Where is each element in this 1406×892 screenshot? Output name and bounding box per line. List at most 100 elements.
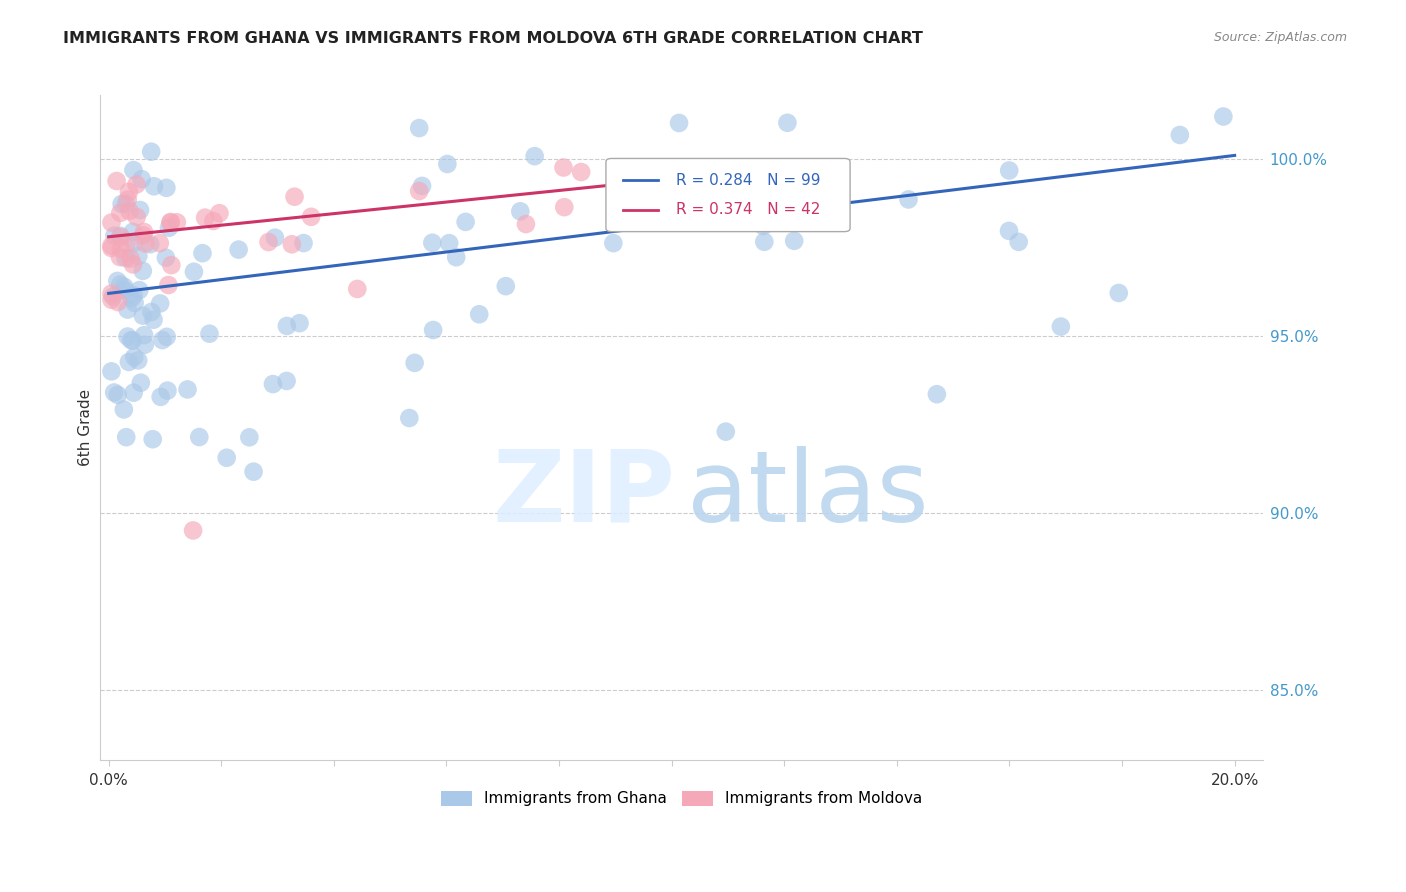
Point (262, 377, 284, 392)
Text: atlas: atlas (688, 446, 929, 543)
Point (114, 283, 136, 297)
Point (998, 224, 1021, 238)
Point (143, 179, 166, 194)
Point (132, 228, 155, 243)
Point (157, 278, 180, 293)
Point (191, 246, 214, 260)
Point (776, 116, 799, 130)
Point (142, 432, 165, 446)
Point (176, 383, 198, 397)
Point (118, 355, 141, 369)
Point (117, 193, 139, 207)
Point (122, 225, 145, 239)
Point (159, 215, 181, 229)
Point (398, 411, 420, 425)
Point (142, 312, 165, 326)
Point (515, 217, 537, 231)
Point (112, 402, 135, 417)
Text: IMMIGRANTS FROM GHANA VS IMMIGRANTS FROM MOLDOVA 6TH GRADE CORRELATION CHART: IMMIGRANTS FROM GHANA VS IMMIGRANTS FROM… (63, 31, 924, 46)
Point (110, 242, 132, 256)
Point (242, 465, 264, 479)
Point (132, 264, 155, 278)
Point (1212, 110, 1234, 124)
Point (132, 309, 155, 323)
Point (725, 195, 748, 210)
Point (107, 295, 129, 310)
Point (125, 210, 148, 224)
Point (444, 250, 467, 264)
Point (1050, 319, 1073, 334)
Point (134, 236, 156, 251)
Point (149, 236, 172, 251)
Legend: Immigrants from Ghana, Immigrants from Moldova: Immigrants from Ghana, Immigrants from M… (434, 784, 928, 813)
Point (122, 288, 145, 302)
Point (103, 385, 125, 400)
Point (188, 430, 211, 444)
Point (125, 178, 148, 192)
Y-axis label: 6th Grade: 6th Grade (79, 389, 93, 467)
Point (160, 258, 183, 272)
Point (110, 206, 132, 220)
Point (215, 450, 238, 465)
Point (156, 384, 179, 398)
Point (120, 333, 142, 347)
Point (288, 316, 311, 330)
Point (120, 252, 142, 266)
Point (159, 216, 181, 230)
Point (276, 318, 298, 333)
Point (437, 236, 460, 251)
Point (569, 165, 592, 179)
Point (100, 215, 122, 229)
Point (122, 257, 145, 271)
Text: ZIP: ZIP (494, 446, 676, 543)
Point (149, 390, 172, 404)
Point (100, 286, 122, 301)
Point (100, 241, 122, 255)
Point (124, 296, 146, 310)
Point (100, 364, 122, 378)
Point (100, 238, 122, 252)
FancyBboxPatch shape (606, 159, 851, 232)
Point (411, 178, 433, 193)
Point (468, 307, 491, 321)
Point (115, 236, 138, 251)
Point (228, 243, 250, 257)
Point (117, 302, 139, 317)
Point (121, 291, 143, 305)
Point (299, 210, 322, 224)
Point (714, 425, 737, 439)
Point (101, 289, 124, 303)
Point (100, 293, 122, 307)
Point (181, 524, 204, 538)
Point (194, 211, 217, 225)
Point (134, 337, 156, 351)
Point (166, 215, 188, 229)
Point (139, 237, 162, 252)
Point (257, 235, 280, 249)
Point (1008, 235, 1031, 249)
Point (422, 323, 444, 337)
Point (523, 149, 546, 163)
Point (112, 280, 135, 294)
Point (346, 282, 368, 296)
Point (155, 251, 177, 265)
Point (118, 203, 141, 218)
Point (208, 206, 231, 220)
Point (141, 305, 163, 319)
Point (110, 228, 132, 243)
Point (553, 200, 575, 214)
Point (118, 185, 141, 199)
Point (149, 296, 172, 310)
Point (495, 279, 517, 293)
Point (264, 230, 287, 244)
Point (122, 235, 145, 250)
Point (155, 181, 177, 195)
Point (602, 236, 624, 251)
Point (925, 387, 948, 401)
Point (1108, 285, 1130, 300)
Point (283, 190, 305, 204)
Point (292, 236, 315, 251)
Point (276, 374, 298, 388)
Text: R = 0.284   N = 99: R = 0.284 N = 99 (676, 173, 820, 188)
Point (238, 430, 260, 444)
